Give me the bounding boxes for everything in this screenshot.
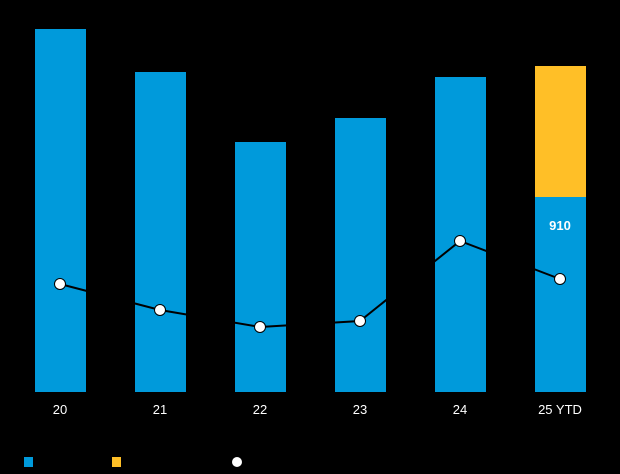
x-axis-label: 22 [252, 402, 268, 417]
bar-21 [134, 72, 186, 392]
line-marker-icon [354, 315, 366, 327]
legend-item-secondary [112, 455, 127, 469]
x-axis-label: 25 YTD [538, 402, 582, 417]
bar-25-ytd [534, 197, 586, 392]
data-label: 910 [549, 218, 571, 233]
bar-22 [234, 142, 286, 392]
legend-item-primary [24, 455, 39, 469]
legend-swatch-yellow-icon [112, 457, 121, 467]
bar-24 [434, 77, 486, 392]
x-axis-label: 23 [352, 402, 368, 417]
bar-23 [334, 118, 386, 392]
line-marker-icon [554, 273, 566, 285]
bar-25-ytd-stack [534, 66, 586, 197]
bar-20 [34, 29, 86, 392]
x-axis-label: 24 [452, 402, 468, 417]
line-marker-icon [54, 278, 66, 290]
x-axis-label: 21 [152, 402, 168, 417]
legend-swatch-blue-icon [24, 457, 33, 467]
legend-marker-circle-icon [232, 457, 242, 467]
x-axis-label: 20 [52, 402, 68, 417]
line-marker-icon [254, 321, 266, 333]
line-marker-icon [154, 304, 166, 316]
line-marker-icon [454, 235, 466, 247]
legend-item-line [232, 455, 248, 469]
